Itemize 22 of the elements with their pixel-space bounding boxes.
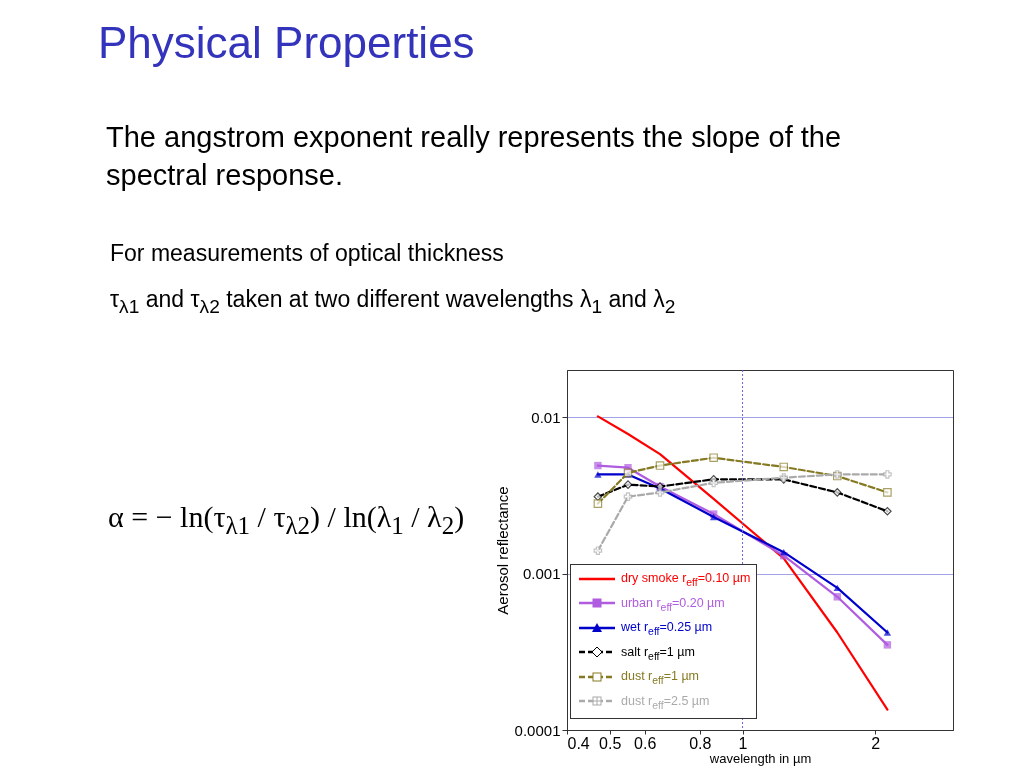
legend-label: dry smoke r$_{eff}$=0.10 µm xyxy=(621,571,751,588)
legend-label: dust r$_{eff}$=2.5 µm xyxy=(621,693,710,710)
legend-label: dust r$_{eff}$=1 µm xyxy=(621,669,699,686)
y-axis-title: Aerosol reflectance xyxy=(493,486,511,615)
text: For measurements of optical thickness xyxy=(110,240,504,267)
text: τ$_{λ1}$ and τ$_{λ2}$ taken at two different wavelengths λ$_{1}$ and λ$_{2}$ xyxy=(110,286,676,318)
y-tick-label: 0.01 xyxy=(531,408,561,426)
x-tick-label: 2 xyxy=(871,734,881,752)
x-tick-label: 0.8 xyxy=(689,734,712,752)
text: α = − ln(τ$_{λ1}$ / τ$_{λ2}$) / ln(λ$_{1}$ / λ$_{2}$) xyxy=(108,500,465,539)
legend-label: urban r$_{eff}$=0.20 µm xyxy=(621,595,725,612)
y-tick-label: 0.0001 xyxy=(514,721,561,739)
x-axis-title: wavelength in µm xyxy=(708,750,812,766)
x-tick-label: 0.4 xyxy=(567,734,590,752)
chart-subtitle: The angstrom exponent really represents the slope of the spectral response. xyxy=(106,120,843,193)
legend-label: wet r$_{eff}$=0.25 µm xyxy=(621,620,713,637)
x-tick-label: 0.6 xyxy=(634,734,657,752)
x-tick-label: 1 xyxy=(738,734,748,752)
x-tick-label: 0.5 xyxy=(599,734,622,752)
chart-title: Physical Properties xyxy=(98,18,475,68)
y-tick-label: 0.001 xyxy=(522,565,561,583)
legend-label: salt r$_{eff}$=1 µm xyxy=(621,644,695,661)
